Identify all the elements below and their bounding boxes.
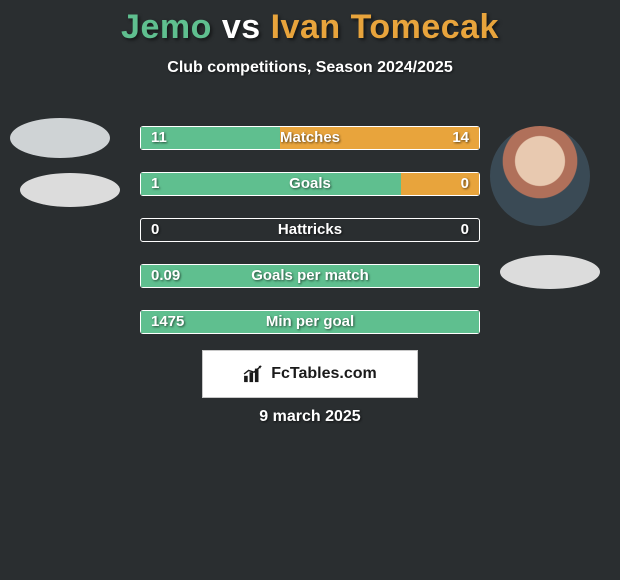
player2-flag [500, 255, 600, 289]
date-text: 9 march 2025 [0, 408, 620, 426]
stat-bars: 11Matches141Goals00Hattricks00.09Goals p… [140, 126, 480, 356]
stat-row: 11Matches14 [140, 126, 480, 150]
stat-label: Hattricks [141, 219, 479, 241]
stat-label: Goals per match [141, 265, 479, 287]
player1-name: Jemo [121, 8, 212, 46]
brand-badge: FcTables.com [202, 350, 418, 398]
stat-label: Min per goal [141, 311, 479, 333]
player1-avatar [10, 118, 110, 158]
player2-name: Ivan Tomecak [271, 8, 499, 46]
player2-avatar [490, 126, 590, 226]
vs-text: vs [222, 8, 261, 46]
stat-label: Goals [141, 173, 479, 195]
chart-icon [243, 365, 265, 383]
player1-flag [20, 173, 120, 207]
stat-right-value: 0 [461, 173, 469, 195]
stat-row: 0.09Goals per match [140, 264, 480, 288]
subtitle: Club competitions, Season 2024/2025 [0, 59, 620, 77]
stat-row: 1475Min per goal [140, 310, 480, 334]
stat-row: 1Goals0 [140, 172, 480, 196]
brand-text: FcTables.com [271, 365, 377, 383]
stat-label: Matches [141, 127, 479, 149]
stat-right-value: 0 [461, 219, 469, 241]
stat-right-value: 14 [452, 127, 469, 149]
stat-row: 0Hattricks0 [140, 218, 480, 242]
comparison-title: Jemo vs Ivan Tomecak [0, 0, 620, 47]
